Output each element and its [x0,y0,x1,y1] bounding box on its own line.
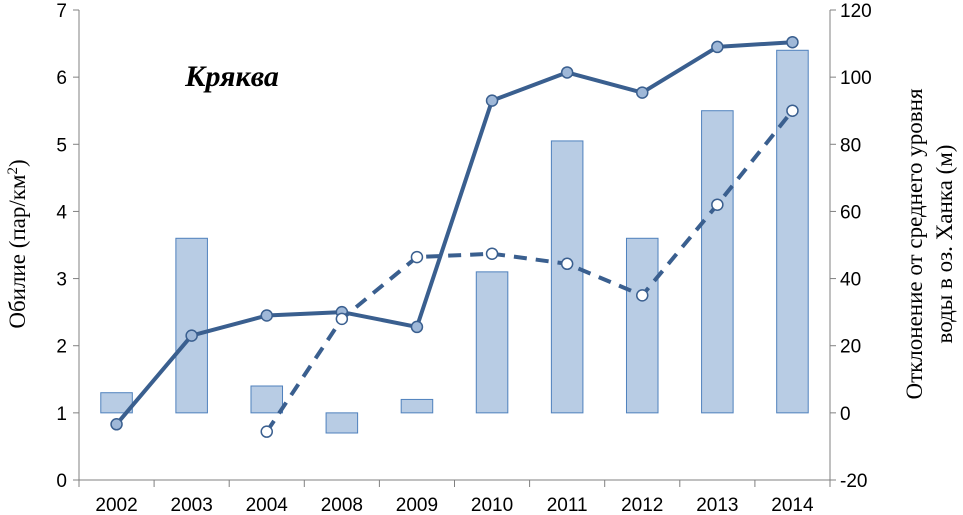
bar-2009 [400,398,434,414]
y-left-tick-label: 3 [56,270,67,291]
series-point-dashed [410,250,424,264]
series-point-solid [185,329,198,342]
series-point-dashed [711,198,724,211]
x-tick-label: 2013 [696,495,738,515]
lines-layer [110,35,799,438]
bar-2008 [325,412,359,434]
y-left-tick-label: 1 [56,404,67,425]
y-right-tick-label: 120 [840,1,872,22]
bars-layer [100,49,809,434]
series-point-dashed [335,312,349,326]
x-tick-label: 2014 [771,495,814,515]
bar-2004 [250,385,284,414]
series-point-solid [636,86,649,99]
series-point-solid [260,309,273,322]
series-point-solid [711,40,724,54]
series-point-dashed [560,257,574,271]
series-point-dashed [636,289,649,302]
y-right-tick-label: 0 [840,404,851,425]
bar-2003 [175,237,208,414]
x-tick-label: 2004 [246,495,289,515]
y-left-tick-label: 5 [56,135,67,156]
series-point-dashed [485,247,499,260]
y-right-tick-label: 100 [840,68,872,89]
x-tick-label: 2008 [321,495,363,515]
axes-layer [73,9,836,487]
y-right-tick-label: 60 [840,202,861,223]
y-left-tick-label: 0 [56,471,67,492]
series-point-solid [485,94,499,107]
y-right-tick-label: 80 [840,135,861,156]
y-left-tick-label: 2 [56,337,67,358]
x-tick-label: 2003 [171,495,213,515]
ticks-layer: 0 1 2 3 4 5 6 7 -20 0 20 40 60 80 100 120 2002 2003 2004 20… [56,1,871,515]
series-point-solid [786,35,799,49]
y-right-tick-label: 40 [840,270,861,291]
y-left-tick-label: 6 [56,68,67,89]
x-tick-label: 2010 [471,495,513,515]
bar-2010 [475,271,509,414]
series-point-dashed [786,104,799,117]
x-tick-label: 2002 [95,495,137,515]
series-point-solid [110,418,123,431]
series-point-solid [410,320,424,334]
y-left-tick-label: 7 [56,1,67,22]
series-point-solid [560,66,574,79]
series-point-dashed [260,425,273,438]
series-line-solid [114,40,793,426]
y-axis-right-label-line2: воды в оз. Ханка (м) [932,145,957,344]
y-left-tick-label: 4 [56,202,67,223]
bar-2012 [625,237,659,414]
y-axis-right-label-line1: Отклонение от среднего уровня [902,88,927,400]
bar-2013 [701,110,734,414]
x-tick-label: 2009 [396,495,438,515]
y-axis-left-label: Обилие (пар/км2) [5,159,30,328]
chart-title: Кряква [184,60,279,93]
y-right-tick-label: -20 [840,471,867,492]
x-tick-label: 2012 [621,495,663,515]
y-right-tick-label: 20 [840,337,861,358]
bar-2011 [550,140,584,414]
x-tick-label: 2011 [547,495,588,515]
